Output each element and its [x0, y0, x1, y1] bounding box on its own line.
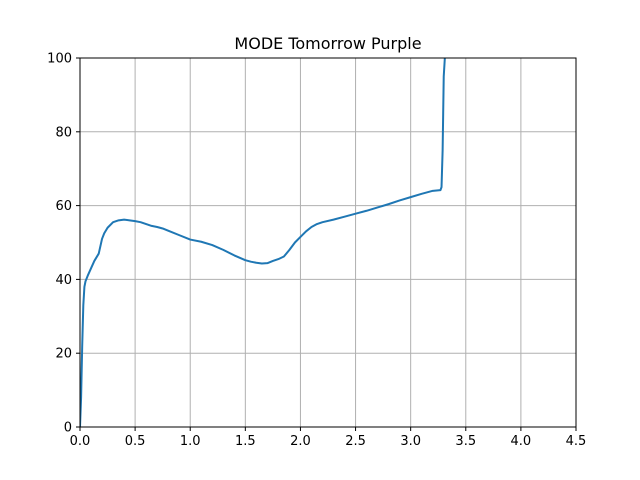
tick-marks: [76, 57, 577, 431]
x-tick-labels: 0.0 0.5 1.0 1.5 2.0 2.5 3.0 3.5 4.0 4.5: [70, 434, 587, 449]
y-tick-label: 80: [55, 125, 72, 140]
x-tick-label: 2.0: [290, 434, 311, 449]
x-tick-label: 1.0: [180, 434, 201, 449]
chart-title: MODE Tomorrow Purple: [234, 34, 421, 53]
y-tick-label: 20: [55, 347, 72, 362]
x-tick-label: 4.0: [511, 434, 532, 449]
x-tick-label: 1.5: [235, 434, 256, 449]
x-tick-label: 2.5: [345, 434, 366, 449]
y-tick-label: 40: [55, 273, 72, 288]
x-tick-label: 4.5: [566, 434, 587, 449]
y-tick-label: 60: [55, 199, 72, 214]
y-tick-label: 0: [64, 421, 72, 436]
series-line: [80, 58, 446, 427]
series-group: [80, 58, 446, 427]
x-tick-label: 3.0: [400, 434, 421, 449]
x-tick-label: 0.0: [70, 434, 91, 449]
y-tick-label: 100: [47, 52, 72, 67]
axes-frame: [79, 57, 577, 428]
x-tick-label: 3.5: [455, 434, 476, 449]
y-tick-labels: 0 20 40 60 80 100: [47, 52, 72, 436]
x-tick-label: 0.5: [125, 434, 146, 449]
grid-lines: [79, 57, 577, 428]
